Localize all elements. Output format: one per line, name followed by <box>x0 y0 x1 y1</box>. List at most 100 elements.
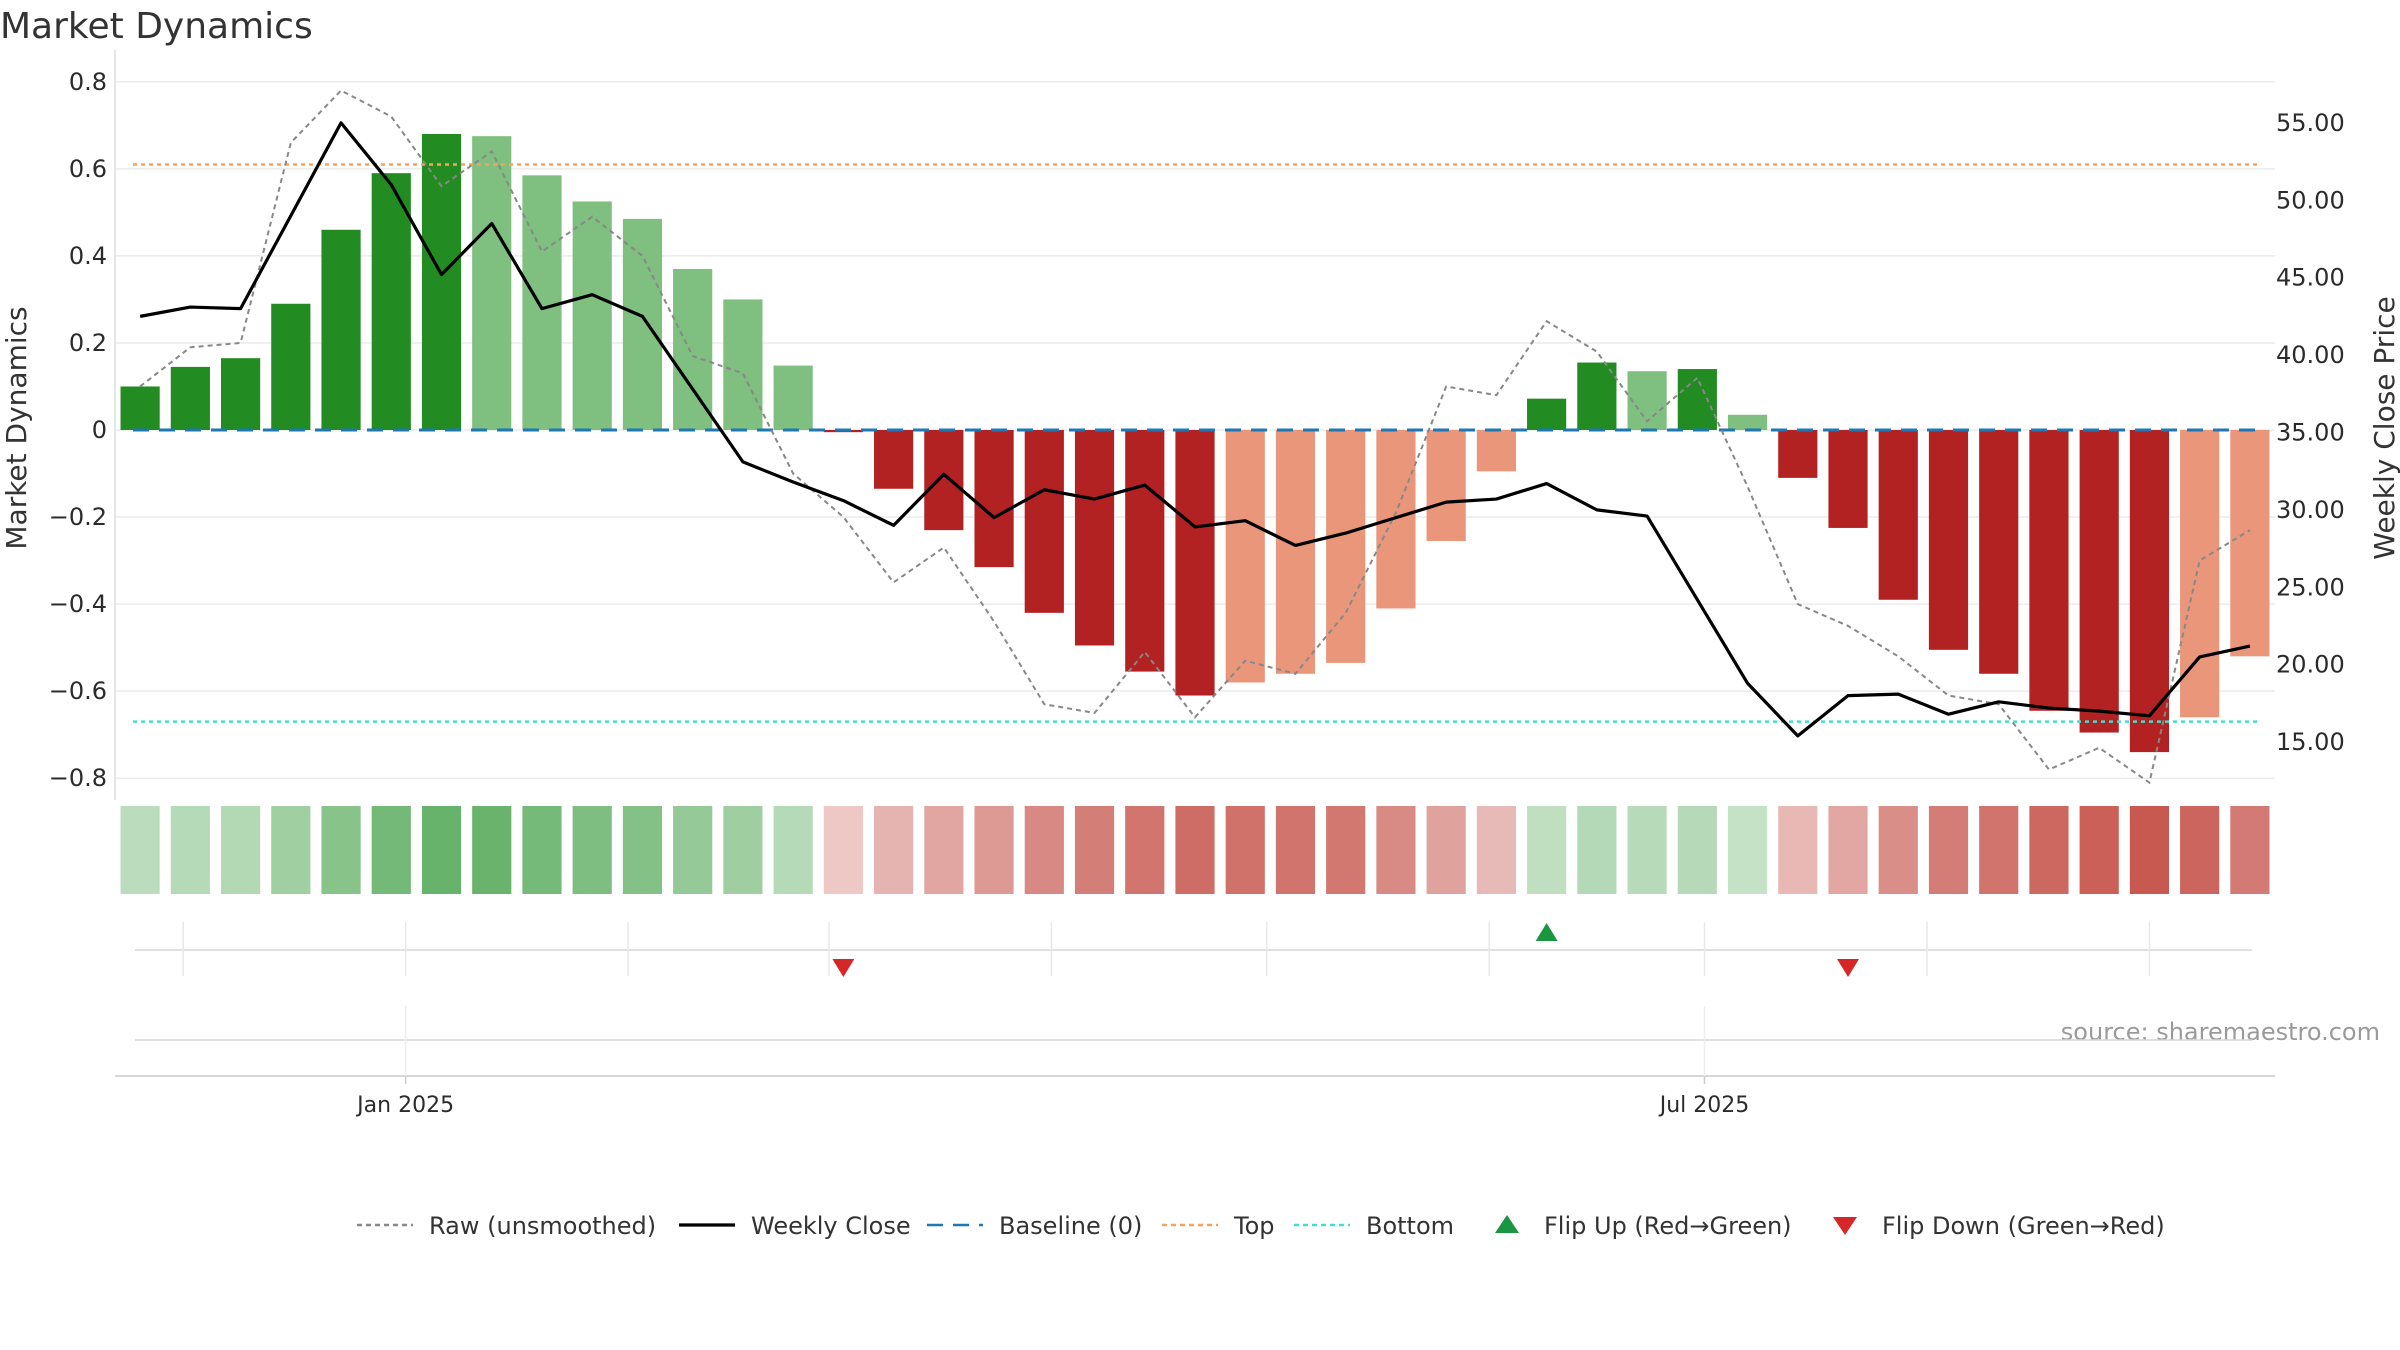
legend-label: Top <box>1233 1212 1275 1240</box>
chart-title: Market Dynamics <box>0 6 313 47</box>
left-axis-title: Market Dynamics <box>0 306 33 549</box>
bar <box>2180 430 2220 718</box>
heatmap-cell <box>1577 806 1617 894</box>
flip-up-marker <box>1535 923 1558 941</box>
heatmap-cell <box>421 806 462 894</box>
heatmap-cell <box>1326 806 1366 894</box>
left-tick-label: −0.2 <box>49 503 107 531</box>
legend-label: Raw (unsmoothed) <box>429 1212 656 1240</box>
heatmap-cell <box>1677 806 1717 894</box>
heatmap-cell <box>472 806 512 894</box>
right-tick-label: 25.00 <box>2276 573 2345 601</box>
heatmap-cell <box>673 806 713 894</box>
bar <box>723 299 763 430</box>
bar <box>1275 430 1316 674</box>
legend-label: Baseline (0) <box>999 1212 1142 1240</box>
bar <box>1828 430 1868 528</box>
bar <box>874 430 914 489</box>
heatmap-cell <box>522 806 562 894</box>
bar <box>421 134 462 430</box>
legend-label: Weekly Close <box>751 1212 911 1240</box>
right-tick-label: 35.00 <box>2276 418 2345 446</box>
bar <box>924 430 964 531</box>
bar <box>2230 430 2270 657</box>
heatmap-cell <box>823 806 863 894</box>
heatmap-cell <box>1778 806 1818 894</box>
heatmap-cell <box>1225 806 1265 894</box>
bar <box>1426 430 1466 541</box>
legend-swatch-flip-down-green-red <box>1833 1217 1857 1235</box>
bar <box>1727 414 1768 430</box>
bar <box>1326 430 1366 663</box>
left-tick-label: 0.4 <box>69 242 107 270</box>
bar <box>2029 430 2069 711</box>
bar <box>1125 430 1165 672</box>
bar <box>673 268 713 430</box>
raw-unsmoothed-line <box>139 89 2251 785</box>
heatmap-cell <box>220 806 261 894</box>
left-tick-label: 0 <box>92 416 107 444</box>
x-tick-label: Jan 2025 <box>355 1093 454 1118</box>
bar <box>271 303 311 430</box>
heatmap-cell <box>1376 806 1416 894</box>
x-tick-label: Jul 2025 <box>1658 1093 1750 1118</box>
heatmap-cell <box>1074 806 1115 894</box>
heatmap-cell <box>723 806 763 894</box>
heatmap-cell <box>2129 806 2170 894</box>
heatmap-cell <box>2180 806 2220 894</box>
heatmap-cell <box>622 806 663 894</box>
right-tick-label: 50.00 <box>2276 186 2345 214</box>
right-tick-label: 15.00 <box>2276 728 2345 756</box>
left-tick-label: 0.6 <box>69 155 107 183</box>
bar <box>2129 430 2170 753</box>
flip-down-marker <box>832 959 855 977</box>
heatmap-cell <box>924 806 964 894</box>
bar <box>773 365 813 430</box>
heatmap-cell <box>1727 806 1768 894</box>
legend-label: Bottom <box>1366 1212 1454 1240</box>
bottom-panel: Jan 2025 Jul 2025 <box>115 1006 2275 1118</box>
left-tick-label: −0.8 <box>49 764 107 792</box>
heatmap-cell <box>371 806 411 894</box>
flip-down-marker <box>1837 959 1860 977</box>
bar <box>1979 430 2019 674</box>
right-tick-label: 20.00 <box>2276 651 2345 679</box>
heatmap-cell <box>1175 806 1215 894</box>
heatmap-cell <box>1476 806 1516 894</box>
bar <box>371 173 411 431</box>
heatmap-cell <box>1878 806 1918 894</box>
heatmap-cell <box>974 806 1014 894</box>
bar <box>1225 430 1265 683</box>
bar <box>1074 430 1115 646</box>
bar <box>1878 430 1918 600</box>
heatmap-cell <box>1828 806 1868 894</box>
left-tick-label: 0.8 <box>69 68 107 96</box>
heatmap-cell <box>1275 806 1316 894</box>
left-tick-label: 0.2 <box>69 329 107 357</box>
heatmap-cell <box>1527 806 1567 894</box>
bar <box>1476 430 1516 472</box>
heatmap-cell <box>1426 806 1466 894</box>
legend: Raw (unsmoothed) Weekly Close Baseline (0)… <box>357 1212 2165 1240</box>
bar <box>622 218 663 430</box>
weekly-close-line <box>139 121 2251 738</box>
bar <box>1175 430 1215 696</box>
bar <box>120 386 160 430</box>
heatmap-cell <box>170 806 210 894</box>
source-label: source: sharemaestro.com <box>2061 1018 2380 1046</box>
bar <box>1577 362 1617 430</box>
heatmap-cell <box>874 806 914 894</box>
bar <box>1778 430 1818 478</box>
heatmap-cell <box>271 806 311 894</box>
heatmap-cell <box>1024 806 1064 894</box>
heatmap-cell <box>120 806 160 894</box>
heatmap-cell <box>773 806 813 894</box>
bars-group <box>120 134 2270 753</box>
heatmap-cell <box>1979 806 2019 894</box>
heatmap-cell <box>2230 806 2270 894</box>
bar <box>1527 398 1567 430</box>
bar <box>1677 369 1717 430</box>
right-tick-label: 30.00 <box>2276 496 2345 524</box>
